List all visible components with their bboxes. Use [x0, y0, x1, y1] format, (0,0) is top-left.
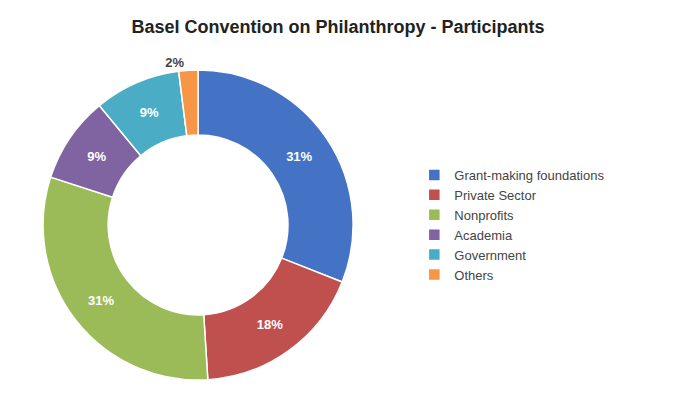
- svg-text:Government: Government: [454, 248, 526, 263]
- svg-text:Private Sector: Private Sector: [454, 188, 536, 203]
- svg-text:Basel Convention on Philanthro: Basel Convention on Philanthropy - Parti…: [131, 17, 544, 37]
- svg-text:9%: 9%: [140, 105, 159, 120]
- svg-text:Nonprofits: Nonprofits: [454, 208, 514, 223]
- svg-text:2%: 2%: [165, 55, 184, 70]
- svg-text:9%: 9%: [87, 149, 106, 164]
- svg-text:31%: 31%: [286, 149, 312, 164]
- svg-text:Grant-making foundations: Grant-making foundations: [454, 168, 604, 183]
- svg-text:Academia: Academia: [454, 228, 513, 243]
- svg-text:31%: 31%: [88, 293, 114, 308]
- svg-text:Others: Others: [454, 268, 494, 283]
- svg-text:18%: 18%: [257, 317, 283, 332]
